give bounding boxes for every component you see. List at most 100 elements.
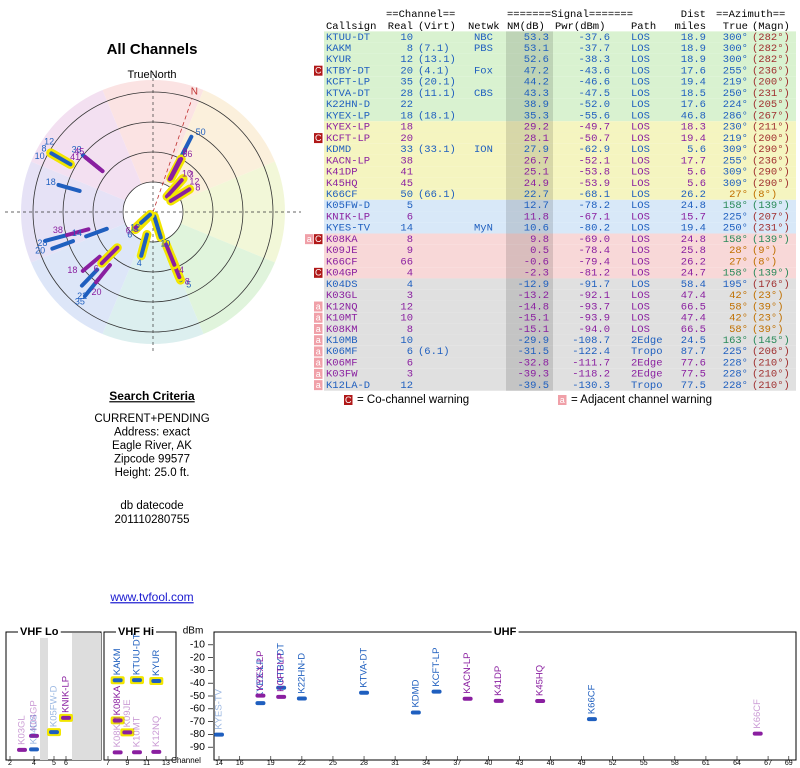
- station-channel: 50: [196, 127, 206, 137]
- signal-marker: [410, 710, 421, 715]
- real-channel: 6: [407, 357, 413, 369]
- nm-db: 29.2: [524, 122, 549, 134]
- station-label: K08KA: [112, 685, 123, 715]
- azimuth-true: 27°: [729, 189, 748, 201]
- station-label: KNIK-LP: [61, 676, 72, 713]
- real-channel: 6: [407, 346, 413, 358]
- azimuth-true: 228°: [723, 369, 748, 381]
- callsign: K06MF: [326, 357, 358, 369]
- azimuth-true: 28°: [729, 245, 748, 257]
- real-channel: 4: [407, 268, 413, 280]
- nm-db: 44.2: [524, 77, 549, 89]
- warning-letter: C: [315, 133, 322, 143]
- signal-marker: [122, 730, 133, 735]
- signal-marker: [276, 685, 287, 690]
- x-tick-label: 40: [484, 760, 492, 767]
- row-bg: [324, 31, 796, 43]
- signal-marker: [131, 750, 142, 755]
- azimuth-magnetic: (290°): [752, 178, 790, 190]
- path: LOS: [631, 189, 650, 201]
- signal-marker: [112, 750, 123, 755]
- warning-badge: [314, 357, 323, 368]
- path: LOS: [631, 200, 650, 212]
- power-dbm: -50.7: [578, 133, 610, 145]
- path: 2Edge: [631, 357, 663, 369]
- station-channel: 8: [41, 143, 46, 153]
- callsign: K45HQ: [326, 178, 358, 190]
- row-bg: [324, 289, 796, 301]
- station-bar: [164, 242, 177, 267]
- azimuth-magnetic: (282°): [752, 32, 790, 44]
- virtual-channel: (33.1): [418, 144, 456, 156]
- station-bar: [139, 232, 149, 258]
- nm-db: 10.6: [524, 223, 549, 235]
- callsign: KDMD: [326, 144, 351, 156]
- signal-marker: [151, 679, 162, 684]
- path: LOS: [631, 268, 650, 280]
- distance: 77.6: [681, 357, 706, 369]
- y-tick-label: -20: [190, 651, 205, 663]
- power-dbm: -78.4: [578, 245, 610, 257]
- azimuth-true: 219°: [723, 133, 748, 145]
- warning-badge: [314, 323, 323, 334]
- azimuth-magnetic: (211°): [752, 122, 790, 134]
- nm-db: -0.6: [524, 256, 549, 268]
- azimuth-true: 309°: [723, 144, 748, 156]
- azimuth-true: 219°: [723, 77, 748, 89]
- azimuth-magnetic: (207°): [752, 211, 790, 223]
- azimuth-magnetic: (200°): [752, 133, 790, 145]
- criteria-line: CURRENT+PENDING: [94, 413, 209, 425]
- real-channel: 6: [407, 211, 413, 223]
- path: LOS: [631, 32, 650, 44]
- row-bg: [324, 244, 796, 256]
- warning-badge: [314, 368, 323, 379]
- azimuth-magnetic: (290°): [752, 144, 790, 156]
- distance: 5.6: [687, 167, 706, 179]
- azimuth-true: 300°: [723, 32, 748, 44]
- callsign: KNIK-LP: [326, 211, 370, 223]
- azimuth-magnetic: (200°): [752, 77, 790, 89]
- azimuth-true: 158°: [723, 268, 748, 280]
- column-header: NM(dB): [507, 21, 545, 33]
- path: LOS: [631, 43, 650, 55]
- real-channel: 12: [400, 380, 413, 392]
- north-line: [152, 98, 193, 213]
- distance: 47.4: [681, 290, 706, 302]
- power-dbm: -78.2: [578, 200, 610, 212]
- distance: 77.5: [681, 380, 706, 392]
- criteria-line: Eagle River, AK: [112, 440, 192, 452]
- real-channel: 3: [407, 369, 413, 381]
- site-link[interactable]: www.tvfool.com: [109, 590, 193, 604]
- nm-db: 53.3: [524, 32, 549, 44]
- x-tick-label: 11: [143, 760, 150, 767]
- warning-letter: a: [316, 346, 321, 356]
- row-bg: [324, 379, 796, 391]
- azimuth-magnetic: (236°): [752, 155, 790, 167]
- path: LOS: [631, 99, 650, 111]
- north-marker: N: [191, 87, 198, 98]
- azimuth-magnetic: (210°): [752, 357, 790, 369]
- azimuth-magnetic: (139°): [752, 234, 790, 246]
- warning-badge: [305, 234, 314, 245]
- azimuth-true: 300°: [723, 54, 748, 66]
- power-dbm: -81.2: [578, 268, 610, 280]
- station-label: K66CF: [586, 684, 597, 714]
- azimuth-magnetic: (206°): [752, 346, 790, 358]
- station-bar: [50, 239, 76, 251]
- path: LOS: [631, 77, 650, 89]
- power-dbm: -93.9: [578, 313, 610, 325]
- distance: 18.9: [681, 54, 706, 66]
- group-header: ==Channel==: [386, 9, 455, 21]
- nm-db: 27.9: [524, 144, 549, 156]
- virtual-channel: (6.1): [418, 346, 450, 358]
- power-dbm: -52.1: [578, 155, 610, 167]
- signal-marker: [112, 718, 123, 723]
- band-panel: [213, 631, 797, 761]
- gap-shade: [72, 633, 101, 760]
- column-header: miles: [674, 21, 706, 33]
- x-tick-label: 52: [609, 760, 617, 767]
- warning-letter: a: [316, 301, 321, 311]
- real-channel: 12: [400, 54, 413, 66]
- row-bg: [324, 278, 796, 290]
- station-channel: 4: [179, 265, 184, 275]
